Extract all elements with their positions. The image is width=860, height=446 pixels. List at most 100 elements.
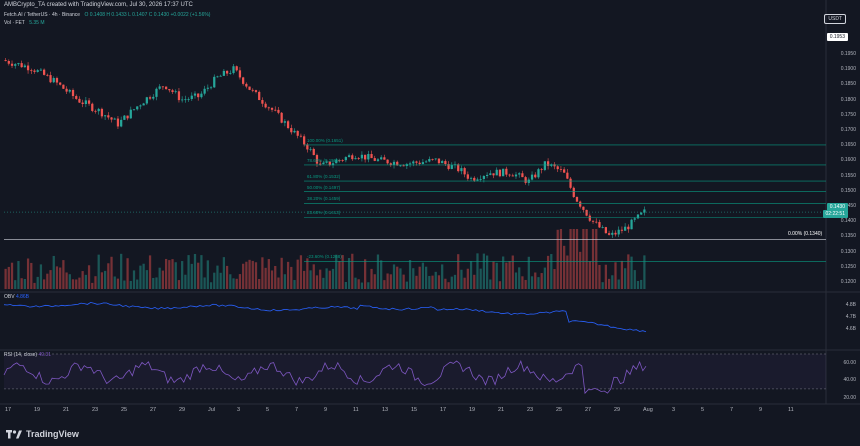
volume-bar <box>380 260 383 289</box>
volume-bar <box>97 254 100 289</box>
date-axis-label: 25 <box>556 407 563 413</box>
candle-body <box>264 103 267 108</box>
volume-legend[interactable]: Vol · FET 5.35 M <box>4 20 48 26</box>
volume-bar <box>139 265 142 289</box>
candle-body <box>389 163 392 166</box>
volume-bar <box>572 229 575 289</box>
volume-bar <box>81 271 84 289</box>
volume-bar <box>341 255 344 289</box>
candle-body <box>588 215 591 221</box>
fib-level-label: 78.60% (0.1585) <box>307 157 341 163</box>
date-axis-label: 19 <box>469 407 476 413</box>
candle-body <box>303 136 306 145</box>
volume-bar <box>280 257 283 289</box>
volume-bar <box>476 253 479 289</box>
volume-bar <box>511 255 514 289</box>
volume-bar <box>290 266 293 289</box>
candle-body <box>23 65 26 68</box>
candle-body <box>71 90 75 97</box>
candle-body <box>335 160 338 164</box>
obv-legend[interactable]: OBV 4.86B <box>4 294 29 300</box>
candle-body <box>280 112 283 123</box>
candle-body <box>511 175 514 177</box>
date-axis-label: 17 <box>5 407 12 413</box>
volume-bar <box>633 270 636 289</box>
candle-body <box>209 87 213 89</box>
volume-bar <box>457 254 460 289</box>
date-axis-label: 23 <box>92 407 99 413</box>
candle-body <box>556 166 559 170</box>
volume-bar <box>364 259 367 289</box>
candle-body <box>444 161 447 165</box>
candle-body <box>473 177 476 181</box>
volume-bar <box>537 277 540 289</box>
symbol-name[interactable]: Fetch.AI / TetherUS · 4h · Binance <box>4 12 81 18</box>
volume-bar <box>46 273 49 289</box>
candle-body <box>17 63 20 65</box>
currency-button[interactable]: USDT <box>824 14 846 24</box>
volume-bar <box>627 254 630 289</box>
volume-bar <box>120 253 123 289</box>
volume-bar <box>293 280 296 289</box>
rsi-value: 49.31 <box>38 352 51 358</box>
volume-bar <box>315 275 319 289</box>
volume-bar <box>575 229 579 289</box>
volume-bar <box>30 262 33 289</box>
volume-bar <box>219 272 222 289</box>
candle-body <box>270 107 274 110</box>
volume-bar <box>460 269 463 289</box>
candle-body <box>7 60 10 64</box>
volume-bar <box>39 264 43 289</box>
candle-body <box>132 109 136 111</box>
candle-body <box>521 173 524 178</box>
volume-bar <box>502 256 505 289</box>
date-axis-label: 27 <box>150 407 157 413</box>
volume-bar <box>582 229 585 289</box>
candle-body <box>10 63 14 66</box>
rsi-legend[interactable]: RSI (14, close) 49.31 <box>4 352 51 358</box>
candle-body <box>376 159 380 161</box>
volume-bar <box>428 275 431 289</box>
volume-bar <box>376 254 380 289</box>
symbol-legend[interactable]: Fetch.AI / TetherUS · 4h · Binance O 0.1… <box>4 12 213 18</box>
candle-body <box>383 157 386 160</box>
candle-body <box>33 70 36 72</box>
volume-bar <box>59 267 62 289</box>
volume-bar <box>424 266 428 289</box>
candle-body <box>569 178 572 188</box>
price-axis-label: 0.1500 <box>840 187 856 194</box>
price-axis-label: 0.1550 <box>840 172 856 179</box>
candle-body <box>627 226 630 230</box>
volume-bar <box>524 279 527 289</box>
candle-body <box>200 93 203 98</box>
volume-bar <box>264 267 267 289</box>
volume-bar <box>123 280 126 289</box>
volume-bar <box>206 260 209 289</box>
volume-bar <box>197 262 200 289</box>
candle-body <box>546 161 550 166</box>
volume-bar <box>103 270 107 289</box>
volume-bar <box>254 262 258 289</box>
candle-body <box>319 163 322 165</box>
candle-body <box>142 103 145 106</box>
candle-body <box>640 212 643 215</box>
volume-bar <box>319 269 322 289</box>
candle-body <box>30 70 33 72</box>
candle-body <box>585 209 588 216</box>
candle-body <box>396 161 399 166</box>
fib-level-label: 0.00% (0.1340) <box>788 231 823 238</box>
candle-body <box>399 165 402 167</box>
candle-body <box>87 100 91 104</box>
candle-body <box>203 88 206 94</box>
volume-bar <box>591 229 595 289</box>
candle-body <box>94 110 97 112</box>
volume-bar <box>620 260 624 289</box>
candle-body <box>575 196 579 202</box>
volume-bar <box>171 259 174 289</box>
candle-body <box>315 155 319 164</box>
price-axis-label: 0.1250 <box>840 263 856 270</box>
volume-bar <box>617 279 620 289</box>
volume-bar <box>148 255 152 289</box>
candle-body <box>290 128 293 133</box>
